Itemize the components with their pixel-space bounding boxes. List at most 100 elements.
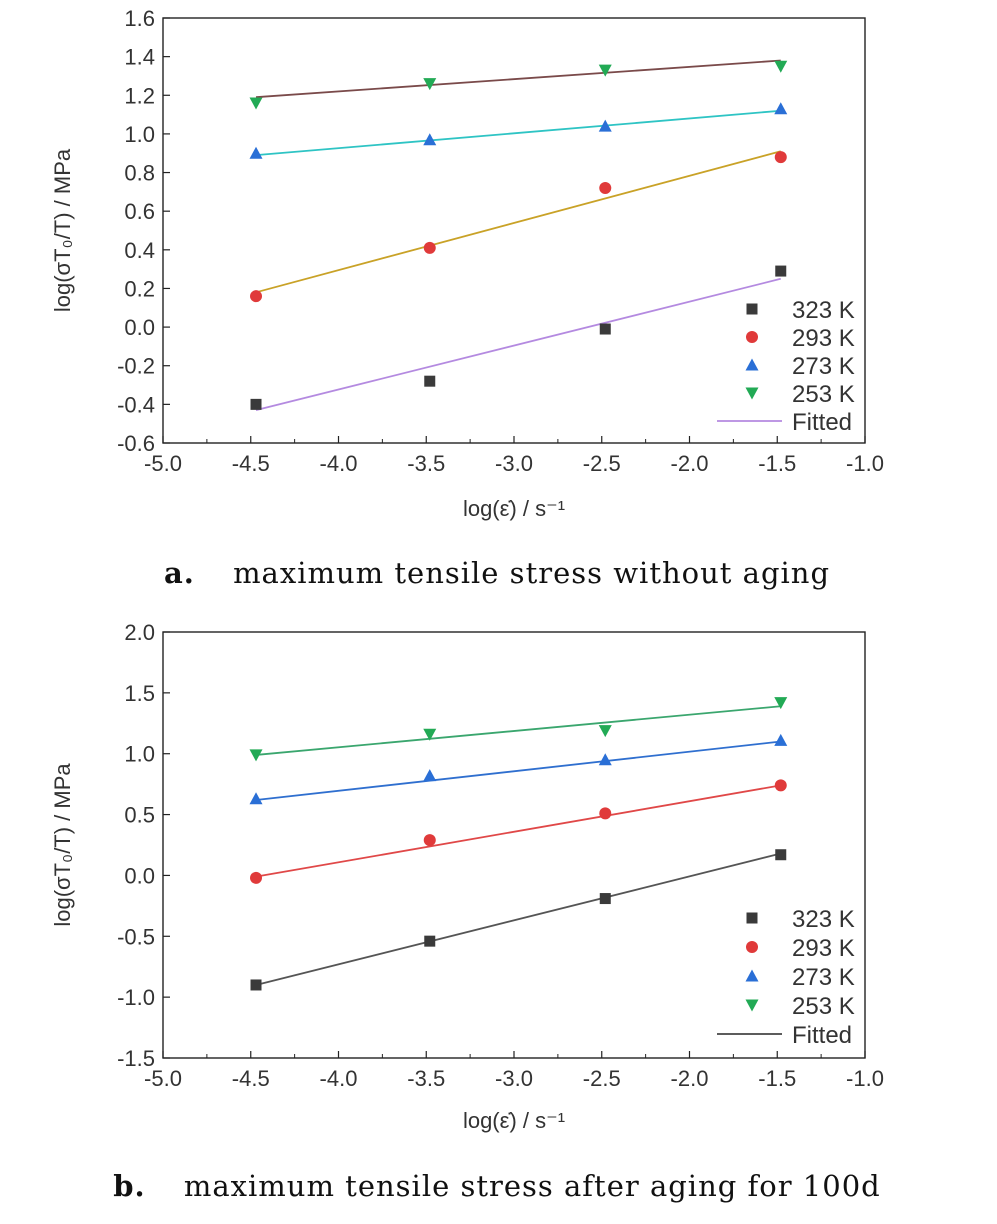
data-point-293k (774, 779, 787, 792)
data-point-273k (249, 146, 263, 159)
data-point-273k (598, 119, 612, 132)
legend-label: Fitted (792, 1022, 852, 1049)
data-point-253k (423, 728, 437, 741)
y-tick-label: 0.5 (124, 803, 155, 828)
legend-label: 253 K (792, 381, 855, 408)
chart-panel-a: -5.0 -4.5 -4.0 -3.5 -3.0 -2.5 -2.0 -1.5 -1.0 -0.6… (50, 6, 884, 521)
data-point-293k (599, 807, 612, 820)
data-point-253k (423, 78, 437, 91)
x-tick-label: -1.5 (758, 451, 796, 476)
legend-marker (746, 331, 758, 343)
x-tick-label: -2.0 (671, 451, 709, 476)
x-tick-label: -3.0 (495, 1066, 533, 1091)
y-tick-label: 0.4 (124, 238, 155, 263)
data-point-293k (599, 182, 612, 194)
fit-line-253k (255, 705, 781, 756)
data-point-323k (599, 893, 611, 905)
y-tick-label: 1.0 (124, 742, 155, 767)
legend-marker (745, 969, 759, 982)
legend-label: 293 K (792, 325, 855, 352)
y-tick-label: 0.6 (124, 199, 155, 224)
data-point-253k (249, 749, 263, 762)
y-tick-label: 0.8 (124, 161, 155, 186)
y-axis-label: log(σT₀/T) / MPa (50, 763, 75, 927)
fit-line-293k (255, 150, 781, 294)
legend-label: 323 K (792, 297, 855, 324)
y-tick-label: -0.4 (117, 392, 155, 417)
data-point-273k (423, 769, 437, 782)
y-tick-label: 0.0 (124, 863, 155, 888)
data-point-323k (775, 265, 787, 277)
x-axis-label: log(ε̇) / s⁻¹ (463, 1108, 565, 1133)
data-point-293k (774, 151, 787, 164)
y-tick-label: 0.2 (124, 276, 155, 301)
legend-label: 293 K (792, 935, 855, 962)
legend-marker (746, 303, 758, 315)
legend-marker (745, 999, 759, 1012)
legend-marker (746, 941, 758, 953)
data-point-323k (424, 935, 436, 947)
data-point-253k (249, 97, 263, 110)
data-point-323k (250, 398, 262, 410)
caption-b: b. maximum tensile stress after aging fo… (113, 1169, 880, 1203)
caption-b-text: maximum tensile stress after aging for 1… (184, 1169, 881, 1203)
data-point-293k (423, 241, 436, 254)
data-point-253k (598, 725, 612, 738)
x-tick-label: -2.0 (671, 1066, 709, 1091)
plot-frame (162, 17, 866, 444)
y-tick-label: -0.5 (117, 924, 155, 949)
legend-label: 273 K (792, 964, 855, 991)
data-point-323k (775, 849, 787, 861)
x-axis-label: log(ε̇) / s⁻¹ (463, 496, 565, 521)
x-tick-label: -3.0 (495, 451, 533, 476)
data-point-293k (423, 834, 436, 847)
data-point-253k (774, 60, 788, 73)
legend-marker (746, 912, 758, 924)
y-tick-label: 1.0 (124, 122, 155, 147)
y-tick-label: 0.0 (124, 315, 155, 340)
data-point-293k (250, 871, 263, 884)
y-tick-label: -1.0 (117, 985, 155, 1010)
x-tick-label: -5.0 (144, 1066, 182, 1091)
x-tick-label: -1.0 (846, 1066, 884, 1091)
data-point-273k (423, 133, 437, 146)
y-tick-label: -0.6 (117, 431, 155, 456)
data-point-323k (250, 979, 262, 991)
fit-line-253k (255, 59, 781, 99)
x-tick-label: -3.5 (407, 1066, 445, 1091)
x-tick-label: -4.0 (320, 451, 358, 476)
y-tick-label: 1.4 (124, 45, 155, 70)
x-tick-label: -5.0 (144, 451, 182, 476)
legend-label: 273 K (792, 353, 855, 380)
data-point-323k (599, 323, 611, 335)
caption-a-letter: a. (164, 556, 195, 590)
x-tick-label: -1.5 (758, 1066, 796, 1091)
fit-line-293k (255, 784, 781, 878)
x-tick-label: -4.5 (232, 451, 270, 476)
data-point-323k (424, 375, 436, 387)
chart-panel-b: -5.0 -4.5 -4.0 -3.5 -3.0 -2.5 -2.0 -1.5 -1.0 -1.5… (50, 620, 884, 1133)
legend-marker (745, 358, 759, 371)
caption-a-text: maximum tensile stress without aging (233, 556, 830, 590)
data-point-293k (250, 290, 263, 303)
data-point-273k (774, 733, 788, 746)
x-tick-label: -2.5 (583, 1066, 621, 1091)
x-tick-label: -1.0 (846, 451, 884, 476)
data-point-273k (249, 792, 263, 805)
legend-label: 253 K (792, 993, 855, 1020)
y-tick-label: 1.2 (124, 83, 155, 108)
plot-frame (162, 631, 866, 1059)
x-tick-label: -2.5 (583, 451, 621, 476)
y-axis-label: log(σT₀/T) / MPa (50, 148, 75, 312)
caption-a: a. maximum tensile stress without aging (164, 556, 830, 590)
caption-b-letter: b. (113, 1169, 145, 1203)
y-tick-label: -1.5 (117, 1046, 155, 1071)
fit-line-323k (255, 277, 781, 412)
x-tick-label: -4.5 (232, 1066, 270, 1091)
legend-marker (745, 387, 759, 400)
x-tick-label: -4.0 (320, 1066, 358, 1091)
data-point-273k (598, 753, 612, 766)
data-point-273k (774, 102, 788, 115)
y-tick-label: 2.0 (124, 620, 155, 645)
